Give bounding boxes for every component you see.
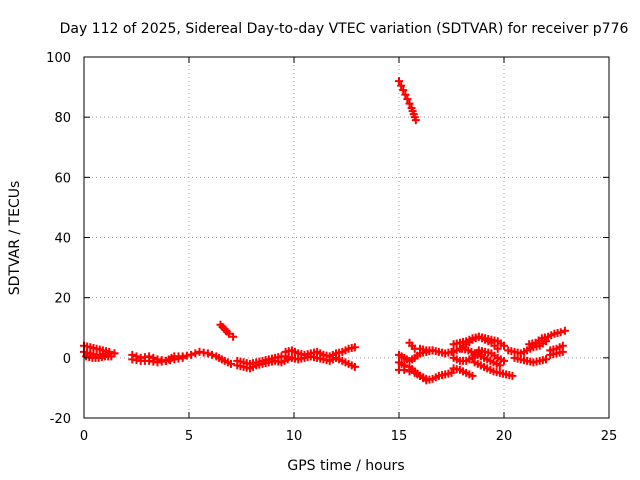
data-point (508, 371, 517, 380)
x-axis-label: GPS time / hours (287, 458, 404, 474)
data-point (556, 328, 565, 337)
data-point (493, 344, 502, 353)
data-point (399, 86, 408, 95)
data-point (411, 116, 420, 125)
x-tick-label: 10 (286, 429, 303, 444)
data-point (403, 95, 412, 104)
data-point (208, 350, 217, 359)
y-axis-label: SDTVAR / TECUs (7, 181, 23, 296)
data-point (187, 350, 196, 359)
data-point (428, 346, 437, 355)
y-tick-label: 0 (63, 352, 71, 367)
data-point (229, 332, 238, 341)
axis-ticks: 0 5 10 15 20 25 -20 0 20 40 60 80 100 (46, 51, 617, 444)
data-point (542, 355, 550, 364)
data-point (397, 81, 406, 90)
y-tick-label: 80 (54, 111, 71, 126)
data-point (178, 353, 187, 362)
data-point (405, 99, 414, 108)
data-point (558, 347, 567, 356)
chart-title: Day 112 of 2025, Sidereal Day-to-day VTE… (60, 21, 629, 37)
data-point (203, 349, 212, 358)
y-tick-label: 20 (54, 292, 71, 307)
y-tick-label: 60 (54, 171, 71, 186)
data-point (350, 343, 359, 352)
data-point (500, 356, 508, 365)
x-tick-label: 25 (601, 429, 618, 444)
data-point (400, 365, 409, 374)
y-tick-label: 100 (46, 51, 71, 66)
data-point (395, 77, 403, 86)
data-point (227, 359, 235, 368)
data-point (350, 362, 359, 371)
y-tick-label: 40 (54, 232, 71, 247)
data-point (224, 329, 233, 338)
x-tick-label: 0 (80, 429, 88, 444)
y-tick-label: -20 (50, 412, 71, 427)
x-tick-label: 5 (185, 429, 193, 444)
data-point (191, 349, 200, 358)
data-point (468, 371, 477, 380)
data-point (542, 337, 550, 346)
data-point (560, 326, 569, 335)
data-point (495, 361, 504, 370)
data-point (401, 90, 410, 99)
x-tick-label: 15 (391, 429, 408, 444)
data-markers (80, 77, 569, 385)
data-point (107, 352, 116, 361)
x-tick-label: 20 (496, 429, 513, 444)
data-point (447, 368, 456, 377)
data-point (500, 341, 508, 350)
data-point (405, 367, 414, 376)
